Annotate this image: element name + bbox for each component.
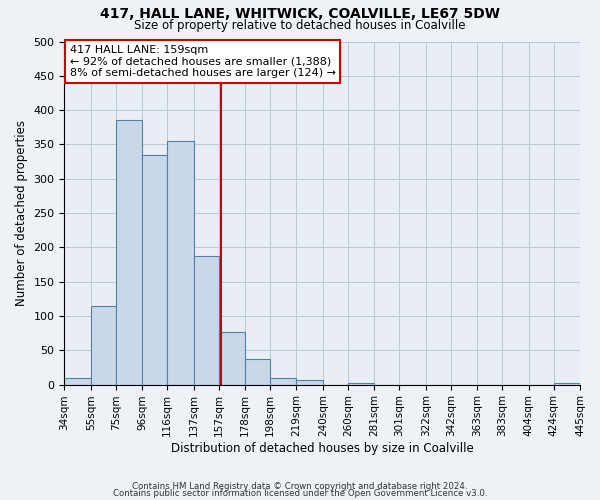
Bar <box>167 141 194 384</box>
Bar <box>270 378 296 384</box>
Text: Contains public sector information licensed under the Open Government Licence v3: Contains public sector information licen… <box>113 490 487 498</box>
X-axis label: Distribution of detached houses by size in Coalville: Distribution of detached houses by size … <box>171 442 473 455</box>
Bar <box>219 332 245 384</box>
Bar <box>91 306 116 384</box>
Bar <box>554 383 580 384</box>
Text: 417 HALL LANE: 159sqm
← 92% of detached houses are smaller (1,388)
8% of semi-de: 417 HALL LANE: 159sqm ← 92% of detached … <box>70 45 335 78</box>
Bar <box>142 154 167 384</box>
Bar <box>348 383 374 384</box>
Bar <box>64 378 91 384</box>
Text: Contains HM Land Registry data © Crown copyright and database right 2024.: Contains HM Land Registry data © Crown c… <box>132 482 468 491</box>
Y-axis label: Number of detached properties: Number of detached properties <box>15 120 28 306</box>
Bar <box>296 380 323 384</box>
Text: Size of property relative to detached houses in Coalville: Size of property relative to detached ho… <box>134 19 466 32</box>
Bar <box>194 256 219 384</box>
Bar <box>116 120 142 384</box>
Text: 417, HALL LANE, WHITWICK, COALVILLE, LE67 5DW: 417, HALL LANE, WHITWICK, COALVILLE, LE6… <box>100 8 500 22</box>
Bar <box>245 358 270 384</box>
